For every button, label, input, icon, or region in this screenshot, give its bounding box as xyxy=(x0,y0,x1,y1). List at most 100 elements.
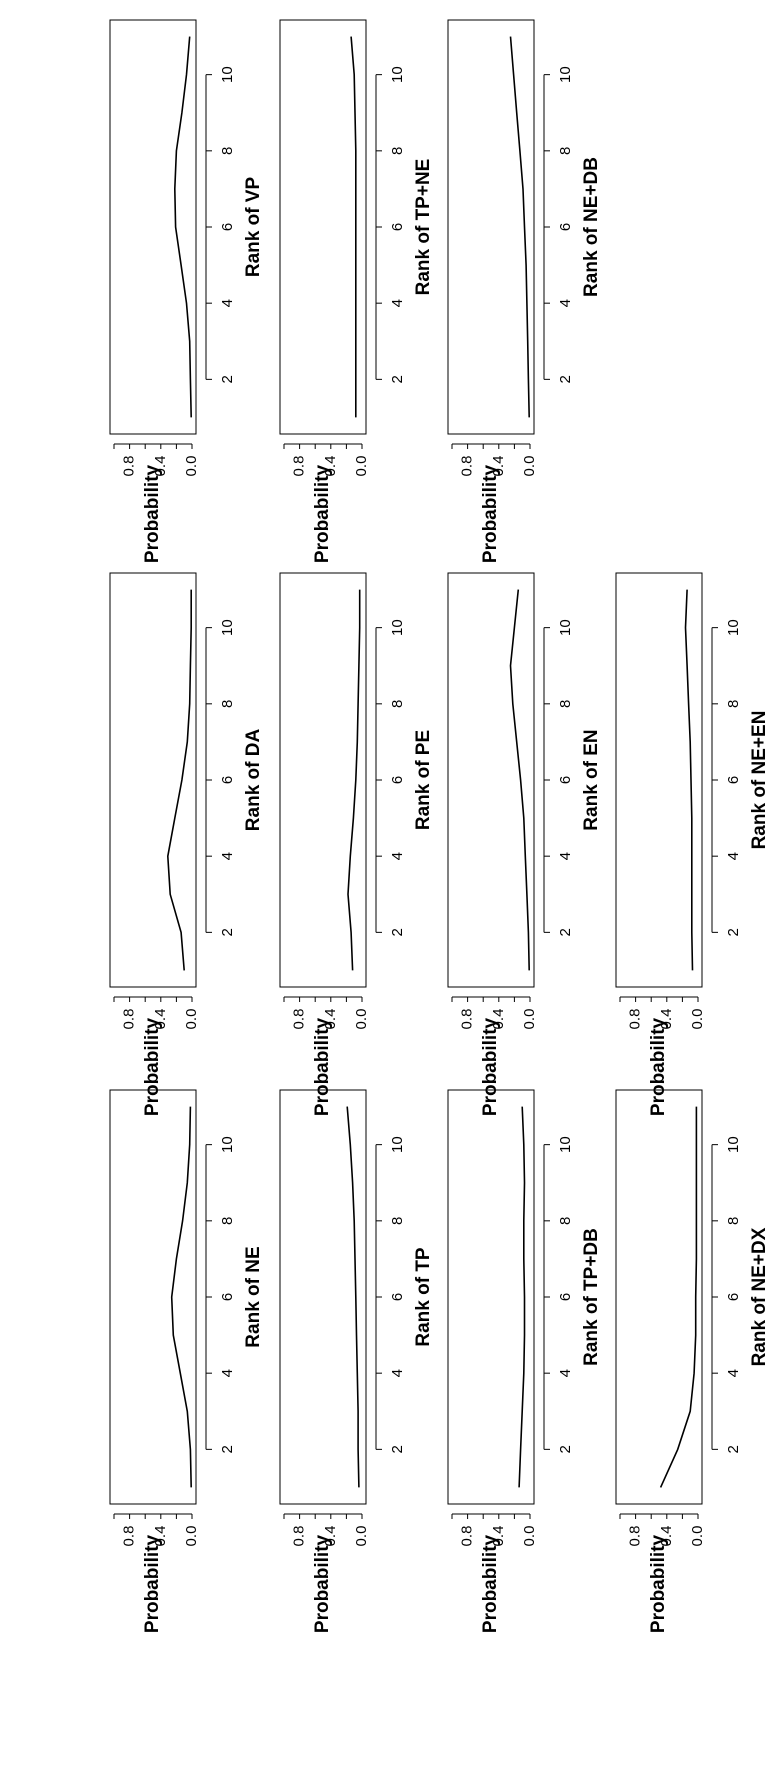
probability-tick-label: 0.8 xyxy=(627,1009,644,1030)
rank-tick-label: 8 xyxy=(219,700,236,708)
rank-tick-label: 4 xyxy=(219,1369,236,1377)
rank-axis-label: Rank of EN xyxy=(581,729,602,830)
rank-tick-label: 6 xyxy=(389,776,406,784)
rank-tick-label: 8 xyxy=(389,1217,406,1225)
panel-5: 2 4 6 8 10 Rank of TP+NE 0.0 0.4 0.8 Probability xyxy=(279,19,434,563)
plot-frame xyxy=(109,1089,197,1505)
rank-tick-label: 2 xyxy=(557,375,574,383)
series-line xyxy=(170,1106,192,1488)
rank-tick-label: 6 xyxy=(725,776,742,784)
series-line xyxy=(166,589,192,971)
rank-tick-label: 10 xyxy=(389,1136,406,1153)
rank-tick-label: 8 xyxy=(725,1217,742,1225)
probability-tick-label: 0.0 xyxy=(183,1009,200,1030)
rank-tick-label: 4 xyxy=(557,1369,574,1377)
rank-tick-label: 4 xyxy=(557,299,574,307)
rank-tick-label: 8 xyxy=(557,700,574,708)
rank-tick-label: 4 xyxy=(389,1369,406,1377)
probability-tick-label: 0.4 xyxy=(490,456,507,477)
probability-axis-label: Probability xyxy=(312,1017,333,1116)
rank-tick-label: 8 xyxy=(389,700,406,708)
panel-1: 2 4 6 8 10 Rank of DA 0.0 0.4 0.8 Probability xyxy=(109,572,264,1116)
probability-tick-label: 0.0 xyxy=(521,1009,538,1030)
rank-tick-label: 2 xyxy=(557,928,574,936)
plot-frame xyxy=(447,572,535,988)
rank-tick-label: 10 xyxy=(219,1136,236,1153)
panel-2: 2 4 6 8 10 Rank of VP 0.0 0.4 0.8 Probability xyxy=(109,19,264,563)
rank-tick-label: 10 xyxy=(725,619,742,636)
rank-tick-label: 8 xyxy=(219,1217,236,1225)
rank-tick-label: 2 xyxy=(725,1445,742,1453)
probability-tick-label: 0.4 xyxy=(322,456,339,477)
rank-tick-label: 10 xyxy=(219,619,236,636)
panel-10: 2 4 6 8 10 Rank of NE+EN 0.0 0.4 0.8 Probability xyxy=(615,572,769,1116)
panel-6: 2 4 6 8 10 Rank of TP+DB 0.0 0.4 0.8 Probability xyxy=(447,1089,602,1633)
rank-tick-label: 2 xyxy=(219,928,236,936)
probability-tick-label: 0.0 xyxy=(689,1526,706,1547)
probability-axis-label: Probability xyxy=(142,1017,163,1116)
probability-axis-label: Probability xyxy=(142,464,163,563)
rank-axis-label: Rank of TP xyxy=(413,1247,434,1347)
plot-frame xyxy=(447,1089,535,1505)
rank-axis-label: Rank of TP+DB xyxy=(581,1228,602,1366)
rank-axis-label: Rank of DA xyxy=(243,729,264,832)
probability-tick-label: 0.8 xyxy=(121,1526,138,1547)
rank-tick-label: 10 xyxy=(725,1136,742,1153)
rank-tick-label: 2 xyxy=(389,375,406,383)
probability-tick-label: 0.8 xyxy=(459,456,476,477)
series-line xyxy=(173,36,192,418)
probability-tick-label: 0.0 xyxy=(353,1009,370,1030)
probability-tick-label: 0.0 xyxy=(183,1526,200,1547)
rank-tick-label: 8 xyxy=(557,147,574,155)
rank-tick-label: 6 xyxy=(557,776,574,784)
series-line xyxy=(347,589,361,971)
series-line xyxy=(350,36,357,418)
rank-tick-label: 8 xyxy=(725,700,742,708)
rank-tick-label: 10 xyxy=(389,619,406,636)
rank-tick-label: 2 xyxy=(389,1445,406,1453)
plot-frame xyxy=(615,572,703,988)
panel-3: 2 4 6 8 10 Rank of TP 0.0 0.4 0.8 Probability xyxy=(279,1089,434,1633)
probability-tick-label: 0.0 xyxy=(521,456,538,477)
rank-tick-label: 6 xyxy=(389,1293,406,1301)
probability-tick-label: 0.8 xyxy=(627,1526,644,1547)
rank-tick-label: 6 xyxy=(557,223,574,231)
rank-tick-label: 4 xyxy=(725,1369,742,1377)
rank-axis-label: Rank of VP xyxy=(243,177,264,278)
panel-7: 2 4 6 8 10 Rank of EN 0.0 0.4 0.8 Probability xyxy=(447,572,602,1116)
plot-frame xyxy=(279,572,367,988)
probability-axis-label: Probability xyxy=(480,1534,501,1633)
rank-tick-label: 2 xyxy=(219,1445,236,1453)
probability-axis-label: Probability xyxy=(312,464,333,563)
plot-frame xyxy=(109,572,197,988)
probability-tick-label: 0.4 xyxy=(322,1009,339,1030)
plot-frame xyxy=(279,1089,367,1505)
rank-tick-label: 4 xyxy=(725,852,742,860)
rank-tick-label: 6 xyxy=(389,223,406,231)
panel-0: 2 4 6 8 10 Rank of NE 0.0 0.4 0.8 Probability xyxy=(109,1089,264,1633)
rank-tick-label: 6 xyxy=(219,1293,236,1301)
panel-4: 2 4 6 8 10 Rank of PE 0.0 0.4 0.8 Probability xyxy=(279,572,434,1116)
plot-frame xyxy=(279,19,367,435)
probability-tick-label: 0.4 xyxy=(658,1526,675,1547)
rank-axis-label: Rank of NE+DX xyxy=(749,1227,769,1366)
series-line xyxy=(509,589,530,971)
rank-axis-label: Rank of TP+NE xyxy=(413,159,434,296)
rank-tick-label: 10 xyxy=(219,66,236,83)
probability-tick-label: 0.8 xyxy=(121,1009,138,1030)
probability-tick-label: 0.0 xyxy=(183,456,200,477)
probability-axis-label: Probability xyxy=(648,1534,669,1633)
rank-tick-label: 10 xyxy=(557,66,574,83)
probability-axis-label: Probability xyxy=(480,464,501,563)
plot-frame xyxy=(447,19,535,435)
rank-tick-label: 10 xyxy=(389,66,406,83)
plot-frame xyxy=(615,1089,703,1505)
plot-frame xyxy=(109,19,197,435)
rank-tick-label: 2 xyxy=(725,928,742,936)
probability-tick-label: 0.4 xyxy=(152,456,169,477)
rank-axis-label: Rank of PE xyxy=(413,730,434,830)
rank-tick-label: 4 xyxy=(389,299,406,307)
rank-tick-label: 6 xyxy=(219,776,236,784)
probability-tick-label: 0.4 xyxy=(322,1526,339,1547)
